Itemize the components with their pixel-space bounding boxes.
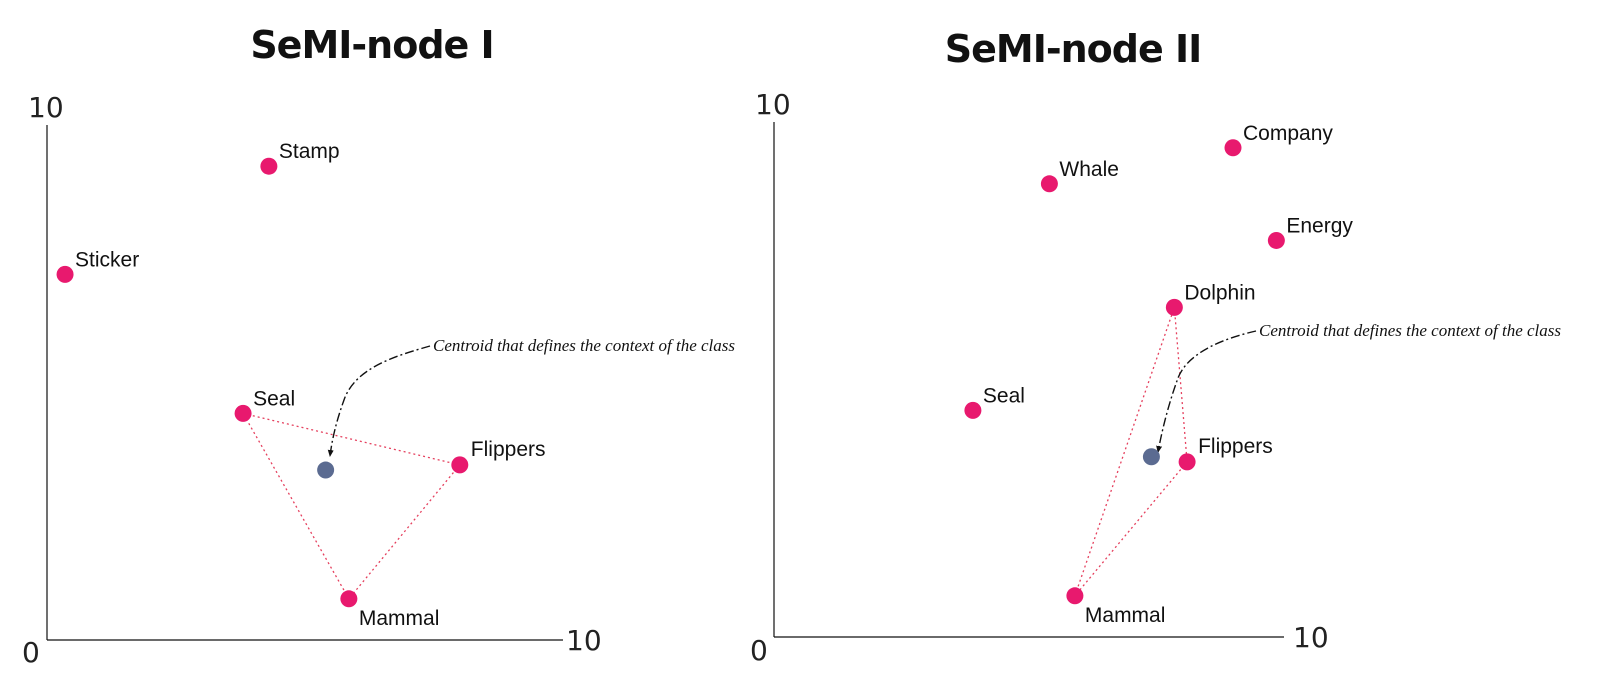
data-point-seal (964, 401, 982, 419)
chart-panel-2: SeMI-node II 0 10 10 Centroid that defin… (750, 27, 1561, 667)
data-point-flippers (451, 456, 469, 474)
point-label-dolphin: Dolphin (1184, 281, 1255, 304)
data-point-mammal (340, 590, 358, 608)
data-labels: Stamp Sticker Seal Flippers Mammal (75, 140, 545, 630)
cluster-triangle (1074, 307, 1188, 597)
cluster-edge (1074, 461, 1188, 597)
data-points (964, 139, 1285, 605)
x-tick-label: 10 (566, 624, 602, 657)
data-point-seal (234, 404, 252, 422)
y-tick-label: 10 (28, 91, 64, 124)
chart-title: SeMI-node I (250, 23, 493, 67)
data-point-mammal (1066, 587, 1084, 605)
data-point-sticker (56, 265, 74, 283)
annotation-label: Centroid that defines the context of the… (1259, 321, 1561, 340)
annotation-label: Centroid that defines the context of the… (433, 336, 735, 355)
data-point-energy (1267, 231, 1285, 249)
chart-title: SeMI-node II (945, 27, 1202, 71)
cluster-edge (242, 413, 350, 600)
point-label-stamp: Stamp (279, 140, 340, 163)
annotation-arrow (1156, 330, 1257, 453)
y-tick-label: 10 (755, 88, 791, 121)
point-label-sticker: Sticker (75, 248, 139, 271)
annotation-arrow (327, 345, 431, 457)
point-label-energy: Energy (1286, 214, 1353, 237)
point-label-mammal: Mammal (359, 607, 440, 630)
data-point-stamp (260, 157, 278, 175)
origin-tick-label: 0 (22, 636, 40, 669)
chart-panel-1: SeMI-node I 0 10 10 Centroid that define… (22, 23, 735, 669)
centroid-annotation: Centroid that defines the context of the… (1156, 321, 1561, 453)
cluster-edge (348, 464, 461, 600)
x-tick-label: 10 (1293, 621, 1329, 654)
point-label-flippers: Flippers (471, 438, 546, 461)
centroid-annotation: Centroid that defines the context of the… (327, 336, 735, 457)
cluster-edge (1173, 307, 1188, 462)
data-point-flippers (1178, 453, 1196, 471)
data-labels: Company Whale Energy Dolphin Seal Flippers Mam… (983, 122, 1353, 627)
point-label-company: Company (1243, 122, 1333, 145)
cluster-triangle (242, 412, 461, 600)
point-label-whale: Whale (1059, 158, 1119, 181)
centroid-point (1142, 448, 1160, 466)
point-label-mammal: Mammal (1085, 604, 1166, 627)
cluster-edge (1074, 307, 1175, 597)
data-point-whale (1040, 175, 1058, 193)
centroid-point (317, 461, 335, 479)
point-label-seal: Seal (983, 384, 1025, 407)
data-points (56, 157, 469, 608)
origin-tick-label: 0 (750, 634, 768, 667)
cluster-edge (242, 412, 460, 466)
data-point-dolphin (1165, 298, 1183, 316)
point-label-flippers: Flippers (1198, 435, 1273, 458)
data-point-company (1224, 139, 1242, 157)
point-label-seal: Seal (253, 387, 295, 410)
